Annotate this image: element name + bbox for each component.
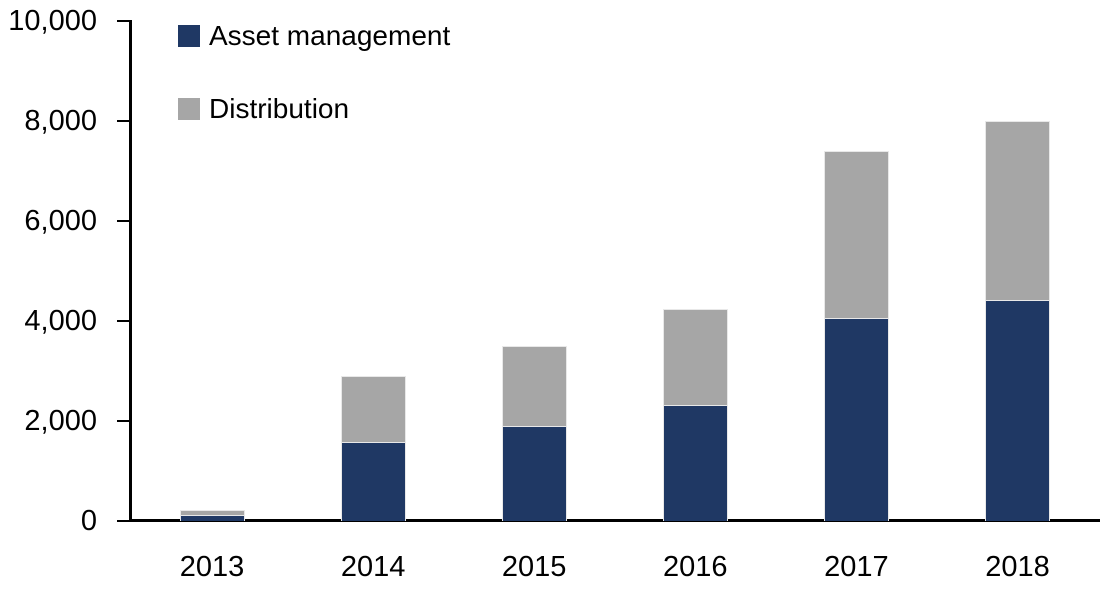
y-tick: [117, 20, 129, 22]
legend-swatch-distribution-icon: [178, 98, 200, 120]
y-tick-label: 6,000: [24, 205, 97, 237]
y-tick-label: 2,000: [24, 405, 97, 437]
y-tick: [117, 120, 129, 122]
legend-swatch-asset-management-icon: [178, 25, 200, 47]
legend-label-asset-management: Asset management: [209, 20, 451, 51]
y-tick: [117, 520, 129, 522]
bar-segment-distribution-2018: [985, 121, 1050, 300]
legend-item-asset-management: Asset management: [178, 22, 450, 50]
y-axis-line: [129, 20, 132, 522]
legend-item-distribution: Distribution: [178, 95, 450, 123]
y-tick-label: 8,000: [24, 105, 97, 137]
bar-segment-distribution-2016: [662, 308, 728, 405]
legend-label-distribution: Distribution: [209, 93, 350, 124]
x-tick-label: 2013: [179, 551, 245, 583]
bar-segment-asset-management-2018: [985, 299, 1050, 521]
x-tick-label: 2016: [663, 551, 728, 583]
y-tick: [117, 220, 129, 222]
x-tick-label: 2015: [501, 551, 567, 583]
y-tick: [117, 420, 129, 422]
x-tick-label: 2017: [824, 551, 889, 583]
y-tick-label: 10,000: [8, 5, 97, 37]
bar-segment-asset-management-2017: [823, 318, 889, 521]
bar-segment-distribution-2017: [823, 151, 889, 318]
y-tick-label: 4,000: [24, 305, 97, 337]
bar-segment-distribution-2013: [179, 509, 245, 515]
bar-segment-asset-management-2013: [179, 515, 245, 521]
x-tick-label: 2014: [340, 551, 406, 583]
bar-segment-asset-management-2016: [662, 404, 728, 521]
bar-segment-distribution-2014: [340, 376, 406, 442]
legend: Asset management Distribution: [178, 22, 450, 168]
y-tick-label: 0: [80, 505, 97, 537]
bar-segment-distribution-2015: [501, 346, 567, 426]
y-tick: [117, 320, 129, 322]
x-tick-label: 2018: [985, 551, 1050, 583]
bar-segment-asset-management-2015: [501, 425, 567, 521]
bar-segment-asset-management-2014: [340, 442, 406, 521]
x-axis-line: [129, 519, 1100, 522]
